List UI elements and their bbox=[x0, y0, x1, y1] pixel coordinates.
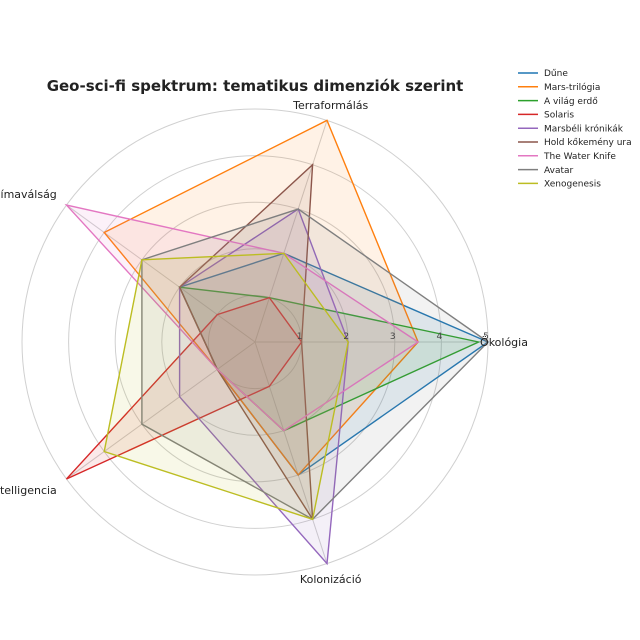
grid-spoke bbox=[66, 204, 256, 343]
legend-entry: Hold kőkemény ura bbox=[544, 137, 632, 148]
chart-title: Geo-sci-fi spektrum: tematikus dimenziók… bbox=[47, 77, 464, 95]
legend-entry: The Water Knife bbox=[543, 152, 616, 162]
radar-grid bbox=[21, 108, 489, 576]
grid-spoke bbox=[254, 341, 328, 564]
axis-label: Planetáris intelligencia bbox=[0, 484, 57, 497]
axis-label: Kolonizáció bbox=[300, 573, 362, 586]
legend: Dűne Mars-trilógia A világ erdő Solaris Mars… bbox=[518, 69, 632, 190]
axis-label: Terraformálás bbox=[292, 99, 368, 112]
series-polygon bbox=[141, 208, 490, 521]
legend-entry: Avatar bbox=[544, 166, 574, 176]
series-layer bbox=[64, 119, 490, 566]
tick-label: 2 bbox=[343, 332, 349, 342]
legend-entry: Xenogenesis bbox=[544, 180, 601, 190]
tick-label: 4 bbox=[437, 332, 443, 342]
axis-label: Ökológia bbox=[480, 336, 528, 349]
series-polygon bbox=[178, 207, 349, 566]
grid-spoke bbox=[66, 341, 256, 480]
tick-label: 5 bbox=[483, 332, 489, 342]
legend-entry: Marsbéli krónikák bbox=[544, 123, 624, 134]
legend-entry: Mars-trilógia bbox=[544, 82, 600, 93]
grid-spoke bbox=[254, 120, 328, 343]
legend-entry: Dűne bbox=[544, 69, 568, 79]
series-polygon bbox=[103, 252, 349, 521]
axis-labels: Ökológia Terraformálás Klímaválság Planetár… bbox=[0, 99, 528, 586]
axis-label: Klímaválság bbox=[0, 188, 57, 201]
legend-entry: A világ erdő bbox=[544, 97, 598, 107]
tick-label: 1 bbox=[297, 332, 303, 342]
legend-entry: Solaris bbox=[544, 111, 574, 121]
tick-label: 3 bbox=[390, 332, 396, 342]
tick-labels: 1 2 3 4 5 bbox=[297, 332, 489, 342]
